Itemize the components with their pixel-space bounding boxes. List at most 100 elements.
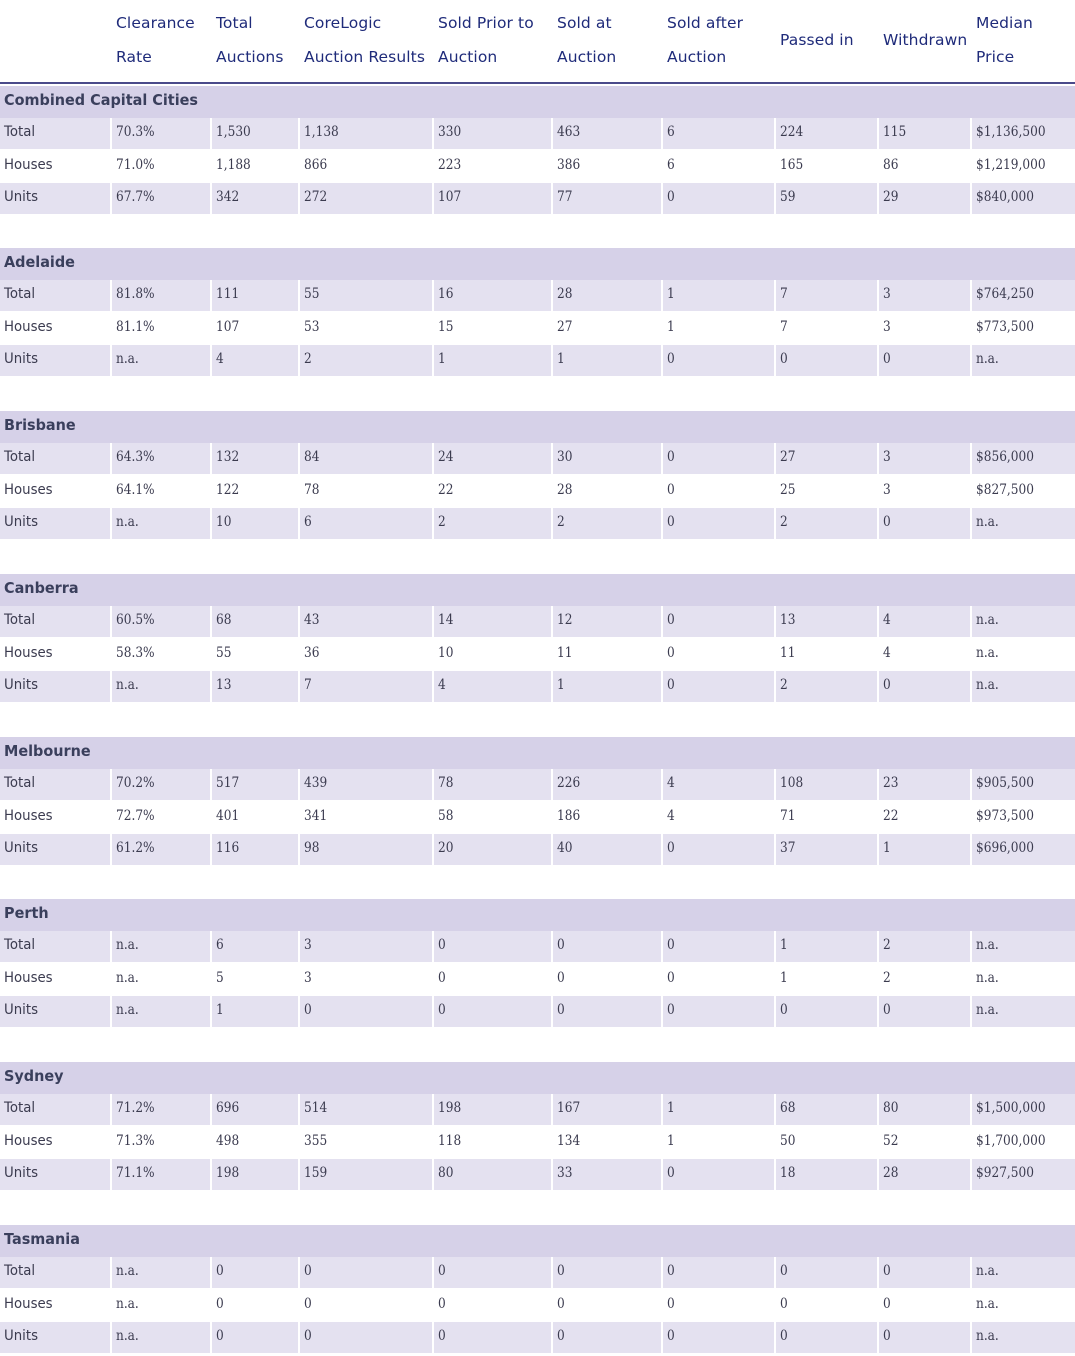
section-title-band: Melbourne [0,737,1075,769]
column-divider [551,769,553,800]
cell-total-auctions: 55 [216,645,232,661]
column-divider [551,1159,553,1190]
cell-corelogic-results: 866 [304,157,328,173]
column-divider [210,345,212,376]
cell-passed-in: 165 [780,157,804,173]
cell-total-auctions: 696 [216,1100,240,1116]
cell-total-auctions: 10 [216,514,232,530]
cell-corelogic-results: 1,138 [304,124,339,140]
section-title: Adelaide [4,253,75,271]
cell-total-auctions: 116 [216,840,240,856]
cell-passed-in: 37 [780,840,796,856]
column-divider [210,280,212,311]
cell-sold-prior: 20 [438,840,454,856]
column-divider [661,280,663,311]
cell-sold-after: 4 [667,775,675,791]
cell-total-auctions: 68 [216,612,232,628]
column-divider [877,606,879,637]
cell-median-price: $1,219,000 [976,157,1046,173]
cell-sold-after: 0 [667,1328,675,1344]
cell-row-label: Units [4,514,39,530]
cell-passed-in: 224 [780,124,804,140]
column-divider [210,769,212,800]
cell-sold-at: 0 [557,1328,565,1344]
cell-median-price: n.a. [976,677,999,693]
cell-sold-prior: 330 [438,124,462,140]
cell-sold-after: 0 [667,645,675,661]
column-divider [551,280,553,311]
cell-passed-in: 0 [780,1328,788,1344]
column-divider [774,834,776,865]
cell-total-auctions: 401 [216,808,240,824]
cell-withdrawn: 3 [883,449,891,465]
column-divider [877,769,879,800]
cell-clearance-rate: n.a. [116,970,139,986]
cell-withdrawn: 29 [883,189,899,205]
column-divider [877,834,879,865]
column-divider [774,280,776,311]
cell-sold-prior: 78 [438,775,454,791]
cell-clearance-rate: 64.1% [116,482,155,498]
column-divider [551,1257,553,1288]
column-divider [774,1257,776,1288]
section-title: Brisbane [4,416,76,434]
column-divider [298,996,300,1027]
column-divider [877,996,879,1027]
cell-median-price: n.a. [976,612,999,628]
section-title: Melbourne [4,742,91,760]
column-divider [970,1322,972,1353]
cell-sold-after: 0 [667,514,675,530]
cell-sold-at: 0 [557,1002,565,1018]
cell-corelogic-results: 3 [304,970,312,986]
cell-corelogic-results: 514 [304,1100,328,1116]
table-row-units: Units n.a. 0 0 0 0 0 0 0 n.a. [0,1322,1075,1353]
cell-corelogic-results: 7 [304,677,312,693]
cell-clearance-rate: 70.2% [116,775,155,791]
cell-sold-at: 12 [557,612,573,628]
cell-total-auctions: 111 [216,286,240,302]
column-divider [877,508,879,539]
cell-clearance-rate: 81.8% [116,286,155,302]
column-divider [110,1094,112,1125]
cell-sold-at: 1 [557,677,565,693]
column-divider [551,118,553,149]
cell-sold-after: 0 [667,351,675,367]
cell-clearance-rate: 81.1% [116,319,155,335]
cell-row-label: Houses [4,482,53,498]
section-title: Combined Capital Cities [4,91,198,109]
table-row-total: Total 64.3% 132 84 24 30 0 27 3 $856,000 [0,443,1075,474]
cell-clearance-rate: n.a. [116,937,139,953]
column-divider [432,280,434,311]
column-divider [432,931,434,962]
section-title-band: Canberra [0,574,1075,606]
table-row-units: Units 61.2% 116 98 20 40 0 37 1 $696,000 [0,834,1075,865]
cell-total-auctions: 498 [216,1133,240,1149]
table-row-units: Units 67.7% 342 272 107 77 0 59 29 $840,000 [0,183,1075,214]
cell-sold-at: 11 [557,645,573,661]
cell-sold-prior: 2 [438,514,446,530]
column-divider [432,1257,434,1288]
cell-passed-in: 25 [780,482,796,498]
cell-median-price: n.a. [976,1002,999,1018]
column-divider [210,443,212,474]
column-divider [210,671,212,702]
cell-corelogic-results: 0 [304,1328,312,1344]
cell-sold-at: 28 [557,286,573,302]
column-divider [110,508,112,539]
cell-passed-in: 0 [780,1002,788,1018]
cell-median-price: n.a. [976,351,999,367]
column-divider [970,443,972,474]
column-divider [661,769,663,800]
column-divider [210,996,212,1027]
section-title-band: Perth [0,899,1075,931]
cell-sold-at: 33 [557,1165,573,1181]
cell-clearance-rate: n.a. [116,514,139,530]
column-divider [774,606,776,637]
section-title-band: Adelaide [0,248,1075,280]
column-divider [551,183,553,214]
column-divider [774,671,776,702]
column-divider [432,1322,434,1353]
cell-corelogic-results: 3 [304,937,312,953]
cell-withdrawn: 4 [883,612,891,628]
column-divider [774,1322,776,1353]
